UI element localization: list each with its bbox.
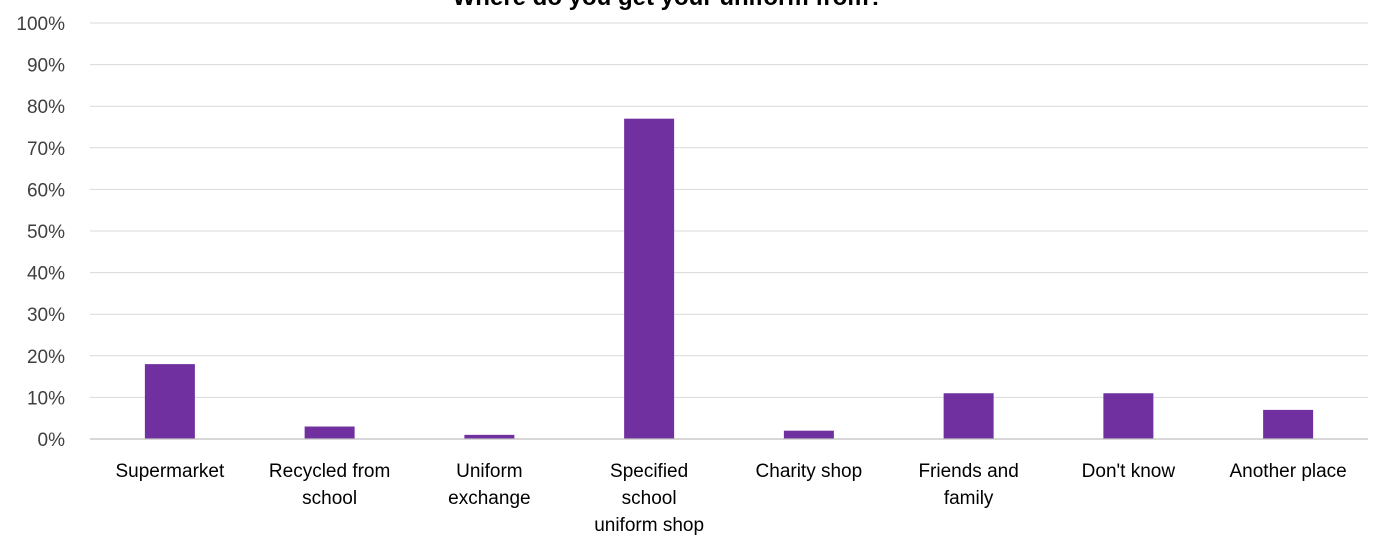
y-tick-label: 100% [16, 14, 65, 35]
x-tick-label: Don't know [1082, 461, 1176, 482]
y-tick-label: 60% [27, 180, 65, 201]
bar [304, 426, 355, 439]
x-tick-label: Supermarket [115, 461, 224, 482]
y-tick-label: 30% [27, 305, 65, 326]
gridlines [90, 22, 1368, 398]
x-tick-label: Recycled from school [269, 461, 390, 509]
y-axis-ticks: 0% 10% 20% 30% 40% 50% 60% 70% 80% 90% 100% [16, 14, 65, 451]
bar [783, 430, 834, 439]
bars [144, 118, 1314, 440]
y-tick-label: 90% [27, 56, 65, 77]
x-axis-labels: Supermarket Recycled from school Uniform exc… [115, 461, 1346, 536]
x-tick-label: Specified school uniform shop [594, 461, 704, 536]
y-tick-label: 10% [27, 388, 65, 409]
bar [943, 393, 994, 439]
chart-title: Where do you get your uniform from? [453, 0, 884, 11]
y-tick-label: 40% [27, 264, 65, 285]
bar [624, 118, 675, 440]
bar [1263, 409, 1314, 439]
x-tick-label: Friends and family [918, 461, 1018, 509]
y-tick-label: 20% [27, 347, 65, 368]
y-tick-label: 70% [27, 139, 65, 160]
y-tick-label: 80% [27, 97, 65, 118]
bar [464, 434, 515, 439]
x-tick-label: Another place [1230, 461, 1347, 482]
y-tick-label: 0% [38, 430, 66, 451]
bar [144, 364, 195, 439]
y-tick-label: 50% [27, 222, 65, 243]
x-tick-label: Charity shop [756, 461, 863, 482]
x-tick-label: Uniform exchange [448, 461, 530, 509]
bar [1103, 393, 1154, 439]
